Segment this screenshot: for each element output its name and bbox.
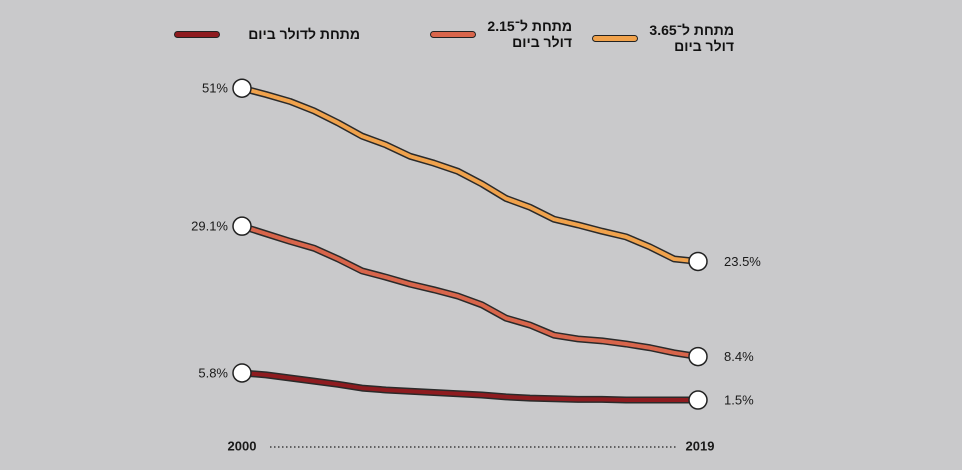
legend-label: מתחת ל־2.15 דולר ביום bbox=[487, 18, 572, 50]
value-label: 5.8% bbox=[198, 365, 228, 380]
line bbox=[240, 86, 700, 264]
legend-swatch bbox=[592, 34, 638, 42]
value-label: 23.5% bbox=[724, 254, 761, 269]
line-outline bbox=[238, 84, 702, 265]
value-label: 1.5% bbox=[724, 392, 754, 407]
legend-swatch bbox=[430, 30, 476, 38]
line bbox=[240, 224, 700, 359]
legend-item: מתחת ל־3.65 דולר ביום bbox=[592, 22, 734, 54]
x-tick-label: 2000 bbox=[228, 438, 257, 453]
end-marker bbox=[232, 216, 252, 236]
end-marker bbox=[688, 390, 708, 410]
end-marker bbox=[232, 78, 252, 98]
value-label: 8.4% bbox=[724, 349, 754, 364]
x-tick-label: 2019 bbox=[686, 438, 715, 453]
value-label: 51% bbox=[202, 81, 228, 96]
legend-label: מתחת ל־3.65 דולר ביום bbox=[649, 22, 734, 54]
end-marker bbox=[688, 346, 708, 367]
end-marker bbox=[688, 251, 708, 272]
end-marker bbox=[232, 363, 252, 383]
legend-swatch bbox=[174, 30, 220, 38]
line bbox=[240, 370, 700, 403]
legend-label: מתחת לדולר ביום bbox=[248, 26, 360, 42]
value-label: 29.1% bbox=[191, 219, 228, 234]
legend-item: מתחת לדולר ביום bbox=[174, 26, 360, 42]
legend-item: מתחת ל־2.15 דולר ביום bbox=[430, 18, 572, 50]
